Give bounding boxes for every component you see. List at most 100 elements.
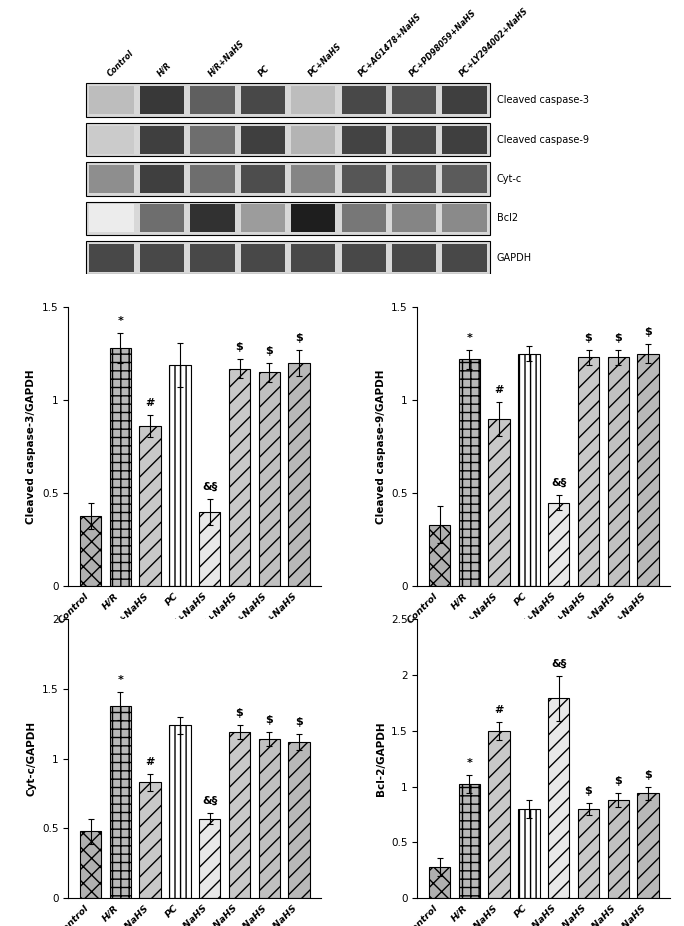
Text: *: * xyxy=(118,675,123,684)
Text: Cleaved caspase-3: Cleaved caspase-3 xyxy=(497,95,589,106)
Bar xyxy=(259,372,280,586)
Bar xyxy=(341,244,386,271)
Text: $: $ xyxy=(236,343,244,353)
Bar xyxy=(443,86,487,114)
Bar xyxy=(578,357,599,586)
Bar xyxy=(140,426,161,586)
Bar xyxy=(518,354,540,586)
Bar xyxy=(190,165,235,193)
Text: *: * xyxy=(466,758,473,769)
Bar xyxy=(443,205,487,232)
Text: $: $ xyxy=(585,786,592,796)
Text: $: $ xyxy=(614,333,622,343)
Bar xyxy=(637,794,659,898)
Bar xyxy=(86,83,490,117)
Bar xyxy=(459,359,480,586)
Text: $: $ xyxy=(295,717,303,727)
Bar xyxy=(488,419,510,586)
Bar xyxy=(392,126,436,154)
Bar xyxy=(289,742,310,898)
Text: &§: &§ xyxy=(551,659,566,669)
Bar xyxy=(241,126,285,154)
Bar xyxy=(90,86,134,114)
Bar xyxy=(429,867,450,898)
Bar xyxy=(190,126,235,154)
Text: Cleaved caspase-9: Cleaved caspase-9 xyxy=(497,134,589,144)
Bar xyxy=(90,126,134,154)
Bar xyxy=(341,165,386,193)
Y-axis label: Cleaved caspase-9/GAPDH: Cleaved caspase-9/GAPDH xyxy=(376,369,386,524)
Y-axis label: Bcl-2/GAPDH: Bcl-2/GAPDH xyxy=(376,721,386,796)
Text: Control: Control xyxy=(105,48,135,78)
Bar xyxy=(80,832,101,898)
Bar xyxy=(459,784,480,898)
Text: #: # xyxy=(495,385,504,395)
Text: *: * xyxy=(466,333,473,343)
Bar xyxy=(429,525,450,586)
Bar xyxy=(392,205,436,232)
Bar xyxy=(241,165,285,193)
Bar xyxy=(229,369,250,586)
Bar xyxy=(241,244,285,271)
Bar xyxy=(190,205,235,232)
Bar xyxy=(241,205,285,232)
Bar xyxy=(259,739,280,898)
Text: $: $ xyxy=(614,776,622,786)
Text: $: $ xyxy=(585,333,592,343)
Bar xyxy=(86,162,490,195)
Bar xyxy=(518,809,540,898)
Text: PC+AG1478+NaHS: PC+AG1478+NaHS xyxy=(357,11,424,78)
Text: &§: &§ xyxy=(202,482,218,492)
Bar xyxy=(392,86,436,114)
Bar xyxy=(109,348,131,586)
Bar xyxy=(289,363,310,586)
Bar xyxy=(488,731,510,898)
Bar xyxy=(229,732,250,898)
Text: $: $ xyxy=(644,770,652,780)
Text: PC+LY294002+NaHS: PC+LY294002+NaHS xyxy=(458,6,531,78)
Y-axis label: Cleaved caspase-3/GAPDH: Cleaved caspase-3/GAPDH xyxy=(27,369,36,524)
Bar xyxy=(90,205,134,232)
Bar xyxy=(291,126,335,154)
Text: PC+NaHS: PC+NaHS xyxy=(307,42,344,78)
Text: $: $ xyxy=(265,346,273,357)
Text: &§: &§ xyxy=(551,478,566,488)
Bar xyxy=(86,202,490,235)
Bar xyxy=(241,86,285,114)
Text: $: $ xyxy=(295,333,303,343)
Bar xyxy=(341,126,386,154)
Bar xyxy=(80,516,101,586)
Text: *: * xyxy=(118,317,123,326)
Bar xyxy=(109,706,131,898)
Bar xyxy=(341,86,386,114)
Text: $: $ xyxy=(265,715,273,725)
Bar xyxy=(392,165,436,193)
Bar xyxy=(90,165,134,193)
Bar xyxy=(169,725,191,898)
Text: &§: &§ xyxy=(202,796,218,807)
Text: PC: PC xyxy=(256,64,271,78)
Bar xyxy=(392,244,436,271)
Text: Cyt-c: Cyt-c xyxy=(497,174,522,184)
Bar xyxy=(140,244,184,271)
Bar xyxy=(291,244,335,271)
Bar xyxy=(291,86,335,114)
Bar xyxy=(199,512,220,586)
Bar xyxy=(140,205,184,232)
Bar xyxy=(291,165,335,193)
Bar xyxy=(199,819,220,898)
Bar xyxy=(169,365,191,586)
Text: $: $ xyxy=(644,328,652,337)
Bar xyxy=(607,357,629,586)
Text: PC+PD98059+NaHS: PC+PD98059+NaHS xyxy=(408,7,478,78)
Bar xyxy=(140,782,161,898)
Text: #: # xyxy=(146,757,155,767)
Bar xyxy=(86,123,490,156)
Bar xyxy=(190,86,235,114)
Bar xyxy=(443,126,487,154)
Bar xyxy=(86,241,490,274)
Bar xyxy=(190,244,235,271)
Bar xyxy=(637,354,659,586)
Text: GAPDH: GAPDH xyxy=(497,253,532,263)
Bar xyxy=(443,244,487,271)
